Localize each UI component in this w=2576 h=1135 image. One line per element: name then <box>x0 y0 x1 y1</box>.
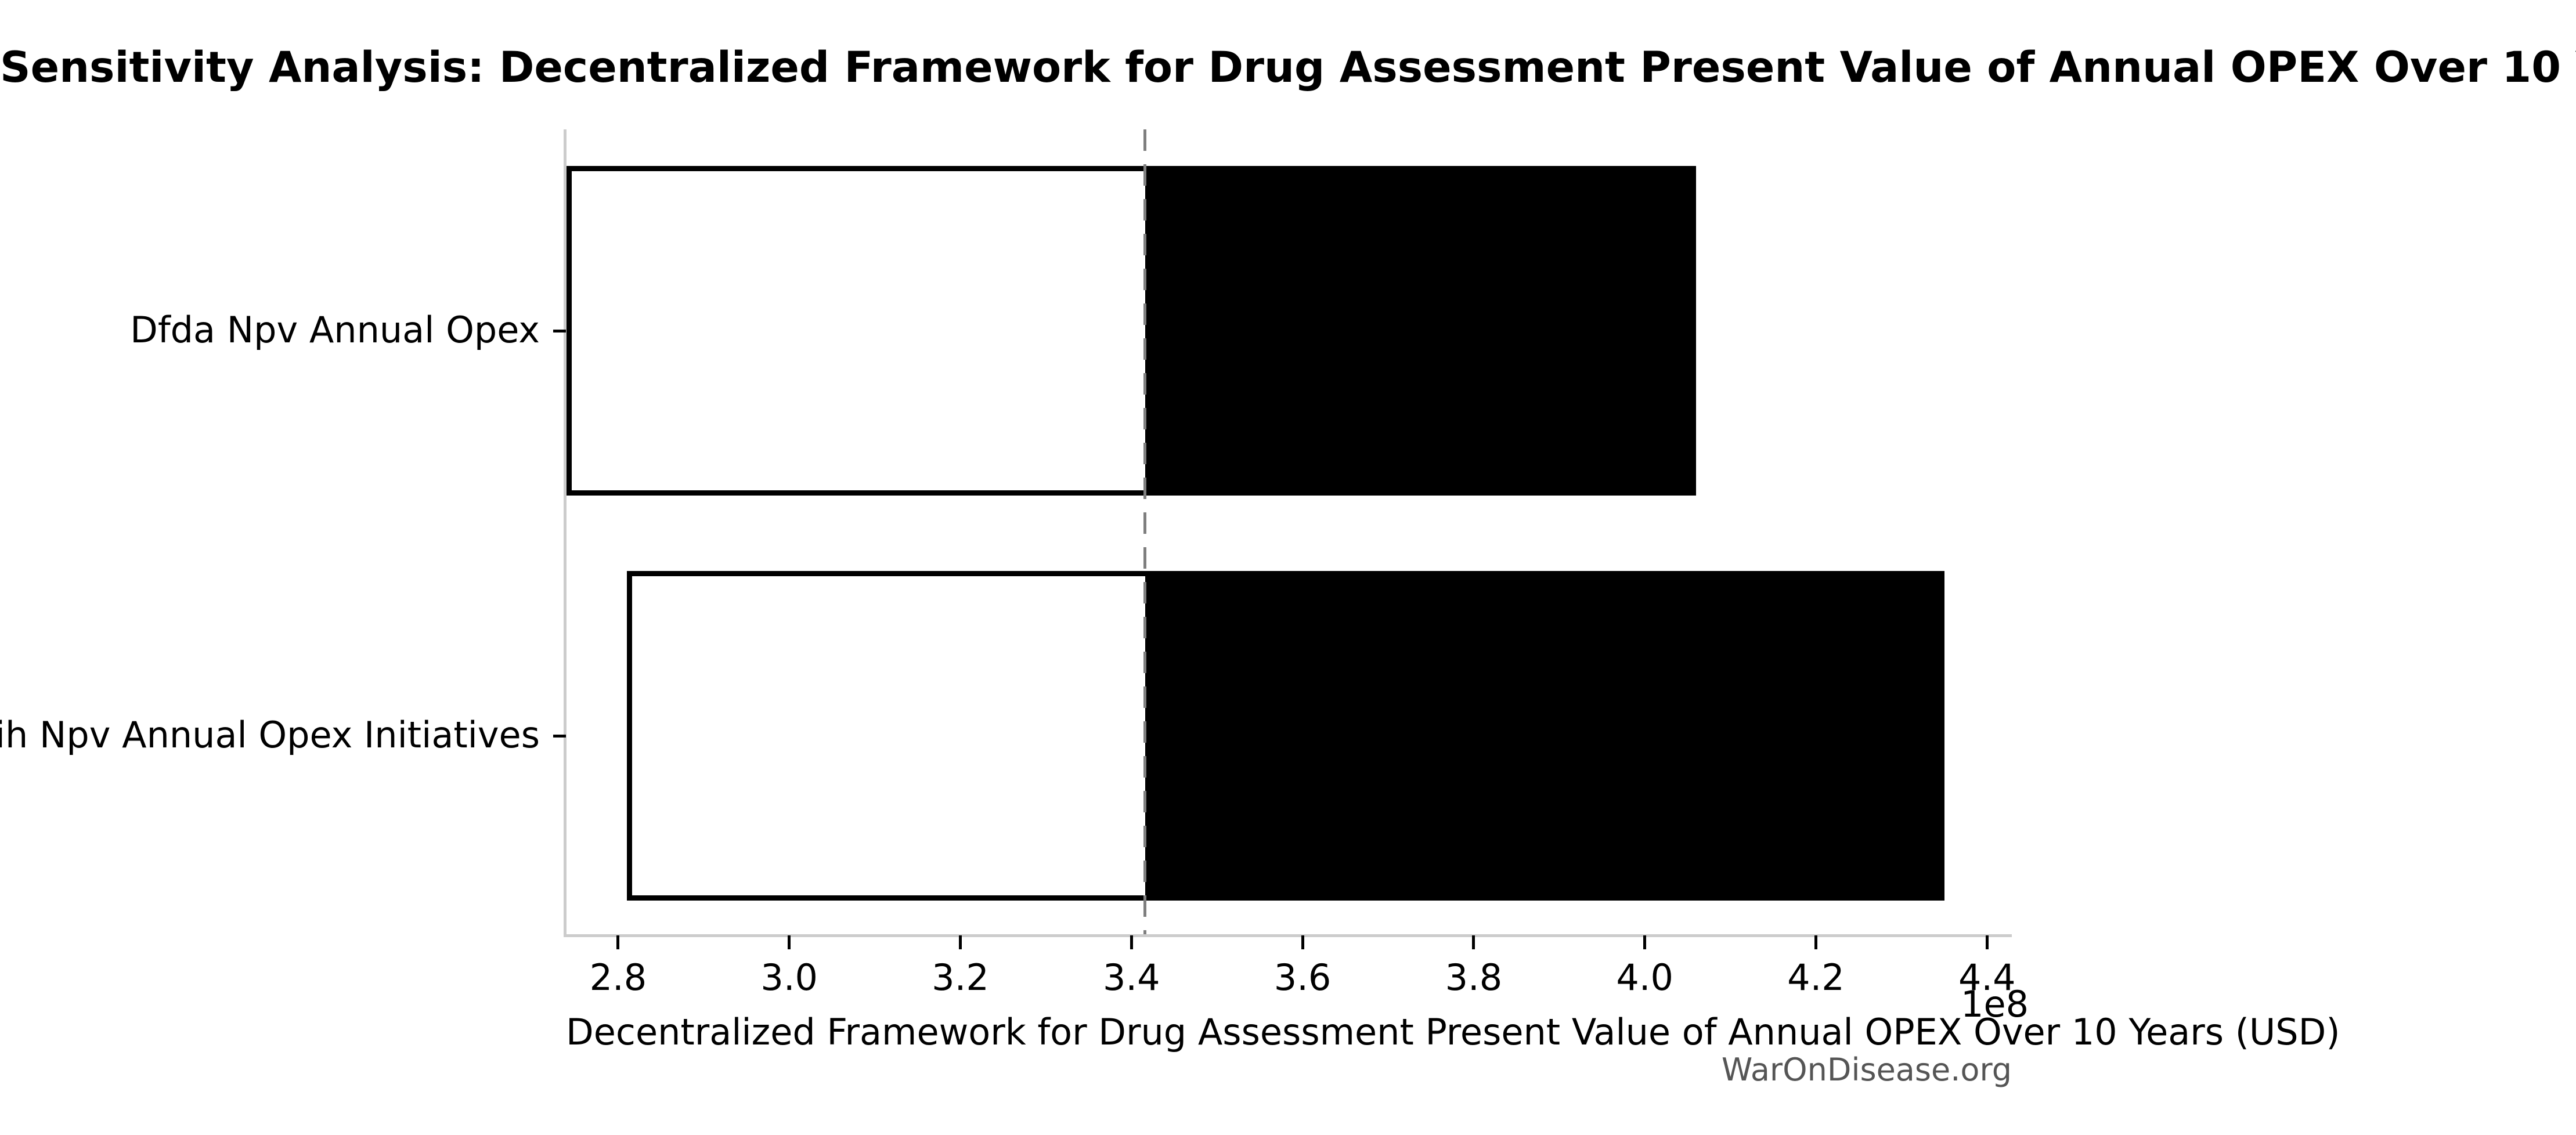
x-tick-mark <box>958 935 962 949</box>
x-tick-label: 3.2 <box>932 956 989 999</box>
chart-title: Sensitivity Analysis: Decentralized Fram… <box>0 43 2576 92</box>
x-tick-label: 4.2 <box>1787 956 1845 999</box>
x-tick-mark <box>1472 935 1475 949</box>
x-tick-mark <box>1301 935 1304 949</box>
x-tick-label: 3.8 <box>1445 956 1503 999</box>
base-value-dashed-line <box>1143 129 1147 934</box>
tornado-bar <box>626 571 1944 901</box>
bar-segment-above-base <box>1145 571 1944 901</box>
y-tick-mark <box>553 734 566 738</box>
x-axis-label: Decentralized Framework for Drug Assessm… <box>566 1011 2340 1053</box>
y-tick-mark <box>553 329 566 332</box>
y-axis-spine <box>564 129 567 937</box>
x-tick-mark <box>616 935 620 949</box>
x-axis-offset-label: 1e8 <box>1961 983 2029 1025</box>
bar-segment-above-base <box>1145 166 1697 496</box>
x-tick-label: 4.4 <box>1958 956 2016 999</box>
x-tick-mark <box>1130 935 1133 949</box>
x-tick-mark <box>788 935 791 949</box>
x-tick-label: 2.8 <box>589 956 647 999</box>
x-axis-spine <box>564 934 2012 937</box>
x-tick-mark <box>1985 935 1989 949</box>
x-tick-label: 4.0 <box>1616 956 1673 999</box>
tornado-bar <box>567 166 1697 496</box>
x-tick-label: 3.0 <box>760 956 818 999</box>
x-tick-label: 3.6 <box>1273 956 1332 999</box>
watermark: WarOnDisease.org <box>1721 1051 2012 1088</box>
y-tick-label: Dfda Npv Annual Opex <box>130 309 540 352</box>
x-tick-mark <box>1643 935 1647 949</box>
x-tick-label: 3.4 <box>1102 956 1160 999</box>
x-tick-mark <box>1814 935 1817 949</box>
y-tick-label: Dih Npv Annual Opex Initiatives <box>0 714 540 757</box>
